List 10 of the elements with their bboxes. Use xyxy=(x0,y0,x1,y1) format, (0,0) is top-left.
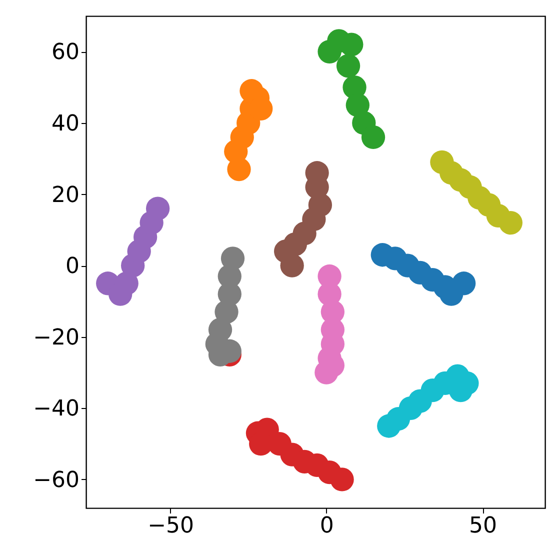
x-tick-label: −50 xyxy=(148,514,194,538)
x-tick-label: 50 xyxy=(469,514,498,538)
y-tick-label: −60 xyxy=(33,468,80,493)
x-tick-label: 0 xyxy=(320,514,334,538)
y-tick-label: 40 xyxy=(52,111,80,136)
y-tick-label: −20 xyxy=(33,325,80,350)
y-tick-label: 0 xyxy=(66,254,80,280)
y-tick-label: −40 xyxy=(33,396,80,422)
y-tick-label: 60 xyxy=(52,40,80,66)
y-tick-label: 20 xyxy=(52,182,80,208)
